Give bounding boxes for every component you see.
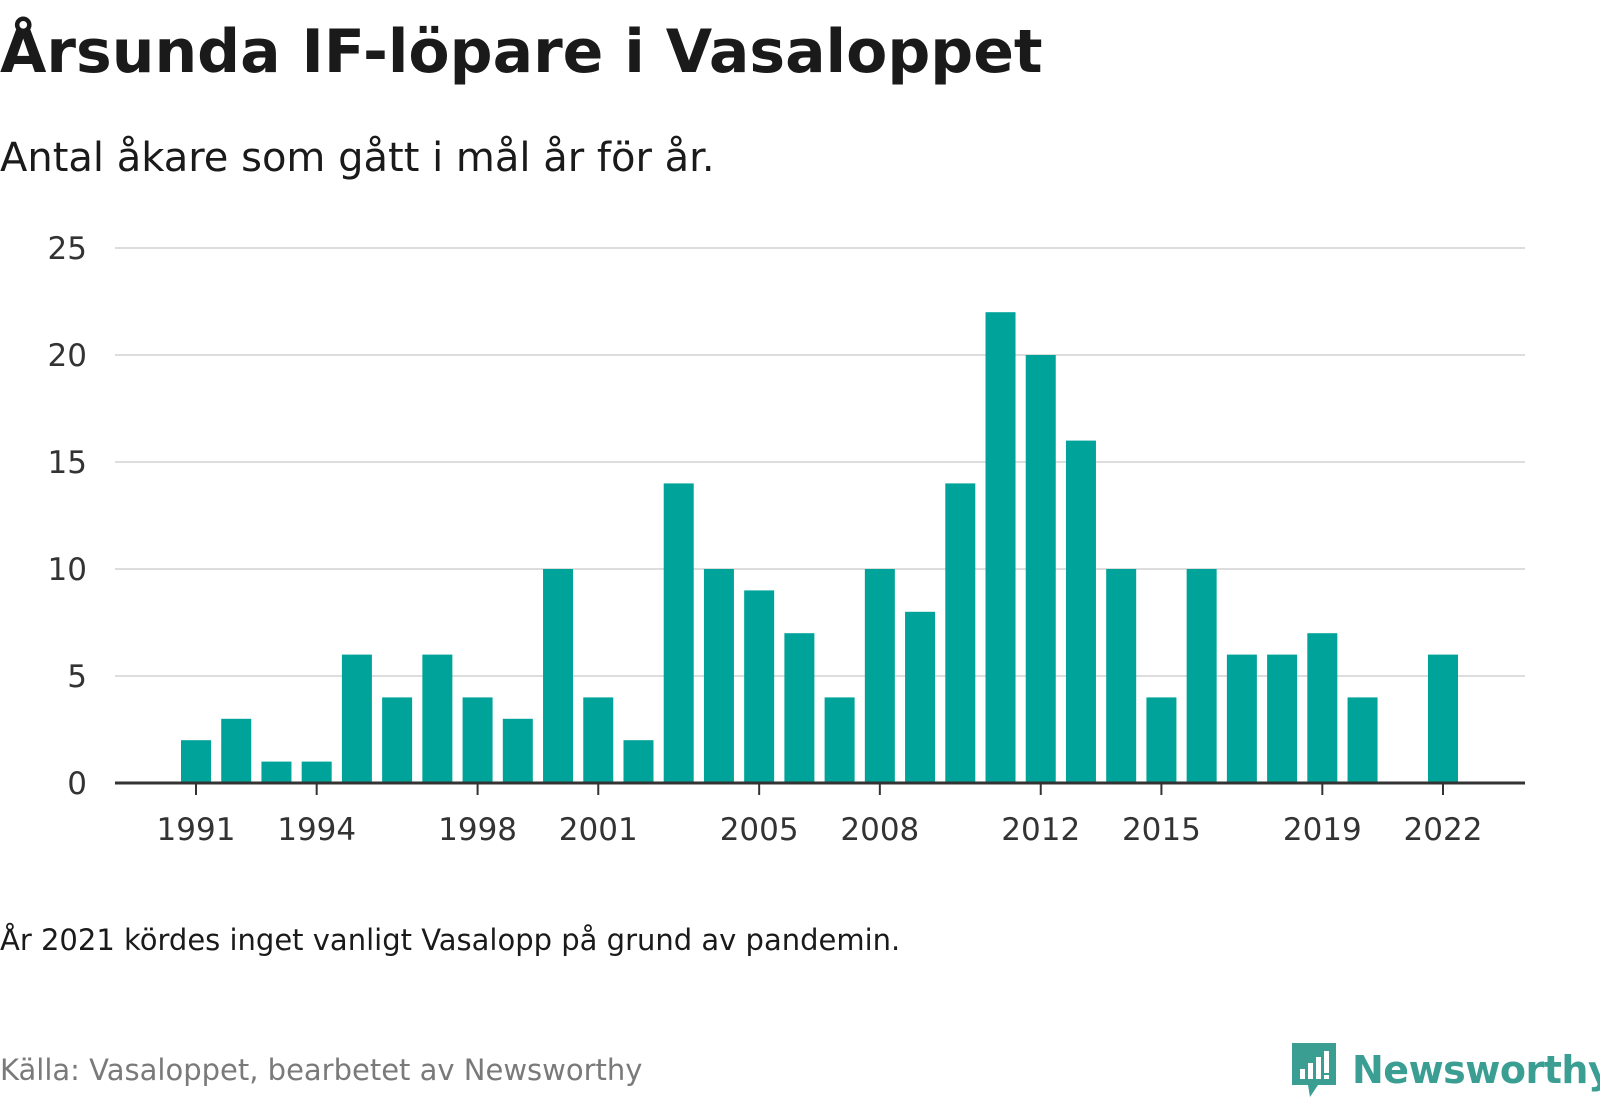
- chart-title: Årsunda IF-löpare i Vasaloppet: [0, 17, 1043, 87]
- bar-2013: [1065, 440, 1096, 783]
- x-tick-label: 2012: [1001, 812, 1080, 848]
- bar-1999: [502, 718, 533, 783]
- y-tick-label: 20: [48, 338, 87, 374]
- x-tick-label: 1991: [157, 812, 236, 848]
- bar-2008: [864, 569, 895, 783]
- bar-2015: [1146, 697, 1177, 783]
- bar-chart: 0 5 10 15 20 25 1991 1994 1998 2001 2005 2008 2012 20…: [48, 231, 1525, 848]
- newsworthy-logo-icon: [1288, 1041, 1340, 1099]
- bar-2000: [543, 569, 574, 783]
- bar-2002: [623, 740, 654, 783]
- x-tick-label: 2001: [559, 812, 638, 848]
- bar-2016: [1186, 569, 1217, 783]
- y-tick-label: 15: [48, 445, 87, 481]
- chart-subtitle: Antal åkare som gått i mål år för år.: [0, 135, 715, 181]
- bar-1993: [261, 761, 292, 783]
- x-tick-label: 1994: [277, 812, 356, 848]
- bar-2022: [1428, 654, 1458, 783]
- bar-1991: [181, 740, 211, 783]
- bar-1992: [221, 718, 252, 783]
- y-tick-label: 0: [67, 766, 87, 802]
- bar-1996: [382, 697, 413, 783]
- bar-1997: [422, 654, 453, 783]
- source-text: Källa: Vasaloppet, bearbetet av Newswort…: [0, 1053, 643, 1087]
- bar-1998: [462, 697, 493, 783]
- bar-2006: [784, 633, 815, 783]
- x-tick-label: 2019: [1283, 812, 1362, 848]
- brand-name: Newsworthy: [1352, 1048, 1600, 1092]
- bar-2009: [905, 611, 936, 783]
- bar-1994: [301, 761, 332, 783]
- x-tick-label: 1998: [438, 812, 517, 848]
- bar-2012: [1025, 355, 1056, 783]
- x-tick-label: 2015: [1122, 812, 1201, 848]
- bar-2007: [824, 697, 855, 783]
- y-tick-label: 25: [48, 231, 87, 267]
- y-tick-label: 10: [48, 552, 87, 588]
- x-tick-label: 2022: [1404, 812, 1483, 848]
- bar-2010: [945, 483, 976, 783]
- bar-2003: [663, 483, 694, 783]
- bar-1995: [341, 654, 372, 783]
- bar-2004: [703, 569, 734, 783]
- bar-2001: [583, 697, 614, 783]
- newsworthy-logo: Newsworthy: [1288, 1040, 1600, 1100]
- bar-2018: [1267, 654, 1298, 783]
- bar-2017: [1226, 654, 1257, 783]
- y-tick-label: 5: [67, 659, 87, 695]
- chart-note: År 2021 kördes inget vanligt Vasalopp på…: [0, 923, 901, 957]
- bar-2005: [744, 590, 775, 783]
- x-tick-label: 2008: [840, 812, 919, 848]
- x-tick-label: 2005: [720, 812, 799, 848]
- bar-2014: [1106, 569, 1137, 783]
- bar-2019: [1307, 633, 1338, 783]
- bar-2011: [985, 312, 1016, 783]
- bar-2020: [1347, 697, 1378, 783]
